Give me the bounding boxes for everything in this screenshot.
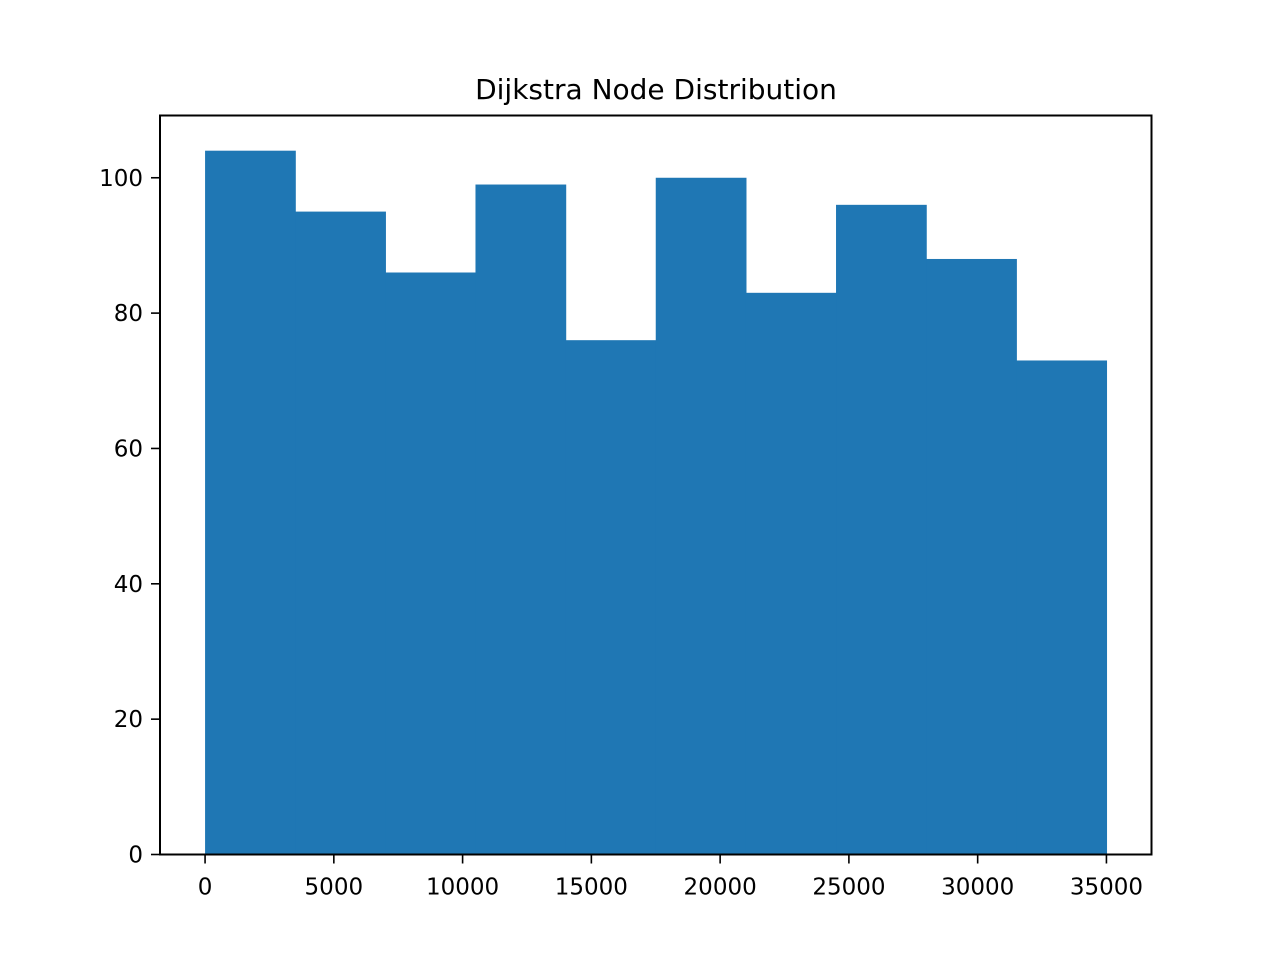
plot-frame bbox=[159, 114, 1153, 856]
x-tick-label: 20000 bbox=[684, 875, 757, 901]
y-tick-label: 100 bbox=[99, 166, 143, 192]
chart-title: Dijkstra Node Distribution bbox=[475, 73, 837, 106]
y-tick-label: 20 bbox=[114, 707, 143, 733]
y-tick-label: 60 bbox=[114, 436, 143, 462]
x-tick-label: 30000 bbox=[941, 875, 1014, 901]
x-tick-label: 10000 bbox=[426, 875, 499, 901]
x-tick-label: 35000 bbox=[1070, 875, 1143, 901]
histogram-bar bbox=[565, 340, 657, 855]
histogram-bar bbox=[836, 204, 927, 855]
histogram-bar bbox=[205, 150, 296, 855]
y-tick-label: 0 bbox=[128, 843, 143, 869]
y-tick-label: 80 bbox=[114, 301, 143, 327]
histogram-bar bbox=[475, 184, 567, 855]
x-tick-label: 0 bbox=[198, 875, 213, 901]
histogram-bar bbox=[385, 272, 477, 855]
histogram-bar bbox=[745, 292, 837, 855]
histogram-bar bbox=[295, 211, 386, 855]
histogram-bar bbox=[926, 258, 1017, 855]
histogram-bar bbox=[655, 177, 747, 855]
histogram-bar bbox=[1016, 360, 1108, 855]
bars-group bbox=[205, 150, 1108, 855]
x-axis: 0 5000 10000 15000 20000 25000 30000 35000 bbox=[198, 854, 1143, 901]
x-tick-label: 25000 bbox=[812, 875, 885, 901]
x-tick-label: 5000 bbox=[305, 875, 364, 901]
y-tick-label: 40 bbox=[114, 572, 143, 598]
x-tick-label: 15000 bbox=[555, 875, 628, 901]
y-axis: 0 20 40 60 80 100 bbox=[99, 166, 160, 869]
